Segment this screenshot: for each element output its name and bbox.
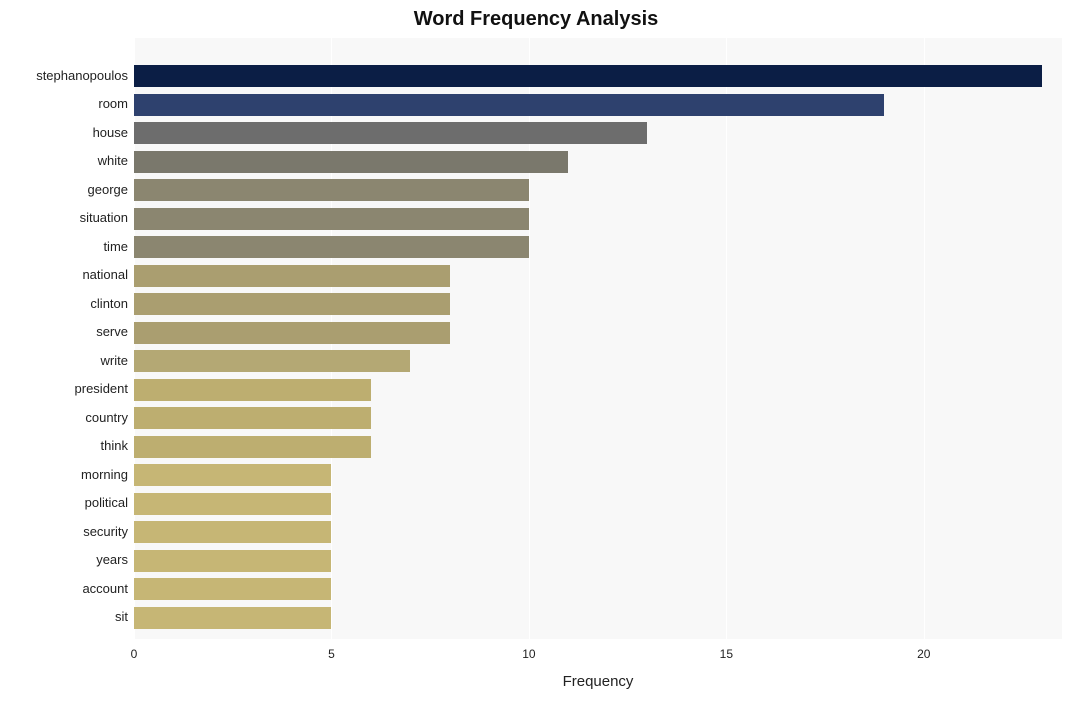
bar-security: [134, 521, 331, 543]
bar-country: [134, 407, 371, 429]
bar-president: [134, 379, 371, 401]
y-label-house: house: [93, 125, 128, 140]
y-label-write: write: [101, 353, 128, 368]
y-label-years: years: [96, 552, 128, 567]
bar-clinton: [134, 293, 450, 315]
y-label-account: account: [82, 581, 128, 596]
y-label-country: country: [85, 410, 128, 425]
x-tick-label: 0: [131, 647, 138, 661]
y-label-serve: serve: [96, 324, 128, 339]
bar-house: [134, 122, 647, 144]
y-label-national: national: [82, 267, 128, 282]
gridline: [726, 38, 727, 639]
bar-time: [134, 236, 529, 258]
y-label-white: white: [98, 153, 128, 168]
chart-title: Word Frequency Analysis: [0, 8, 1072, 31]
bar-think: [134, 436, 371, 458]
y-label-president: president: [75, 381, 128, 396]
bar-sit: [134, 607, 331, 629]
word-frequency-chart: Word Frequency Analysis Frequency stepha…: [0, 0, 1072, 701]
y-label-morning: morning: [81, 467, 128, 482]
bar-national: [134, 265, 450, 287]
y-label-think: think: [101, 438, 128, 453]
bar-george: [134, 179, 529, 201]
bar-morning: [134, 464, 331, 486]
plot-area: [134, 38, 1062, 639]
x-tick-label: 10: [522, 647, 535, 661]
bar-white: [134, 151, 568, 173]
gridline: [924, 38, 925, 639]
x-axis-title: Frequency: [134, 673, 1062, 690]
y-label-stephanopoulos: stephanopoulos: [36, 68, 128, 83]
bar-room: [134, 94, 884, 116]
x-tick-label: 15: [720, 647, 733, 661]
y-label-political: political: [85, 495, 128, 510]
y-label-time: time: [103, 239, 128, 254]
y-label-george: george: [88, 182, 128, 197]
y-label-security: security: [83, 524, 128, 539]
y-label-clinton: clinton: [90, 296, 128, 311]
x-tick-label: 5: [328, 647, 335, 661]
bar-political: [134, 493, 331, 515]
bar-account: [134, 578, 331, 600]
y-label-situation: situation: [80, 210, 128, 225]
x-tick-label: 20: [917, 647, 930, 661]
bar-write: [134, 350, 410, 372]
y-label-sit: sit: [115, 609, 128, 624]
bar-serve: [134, 322, 450, 344]
bar-stephanopoulos: [134, 65, 1042, 87]
y-label-room: room: [98, 96, 128, 111]
bar-situation: [134, 208, 529, 230]
bar-years: [134, 550, 331, 572]
